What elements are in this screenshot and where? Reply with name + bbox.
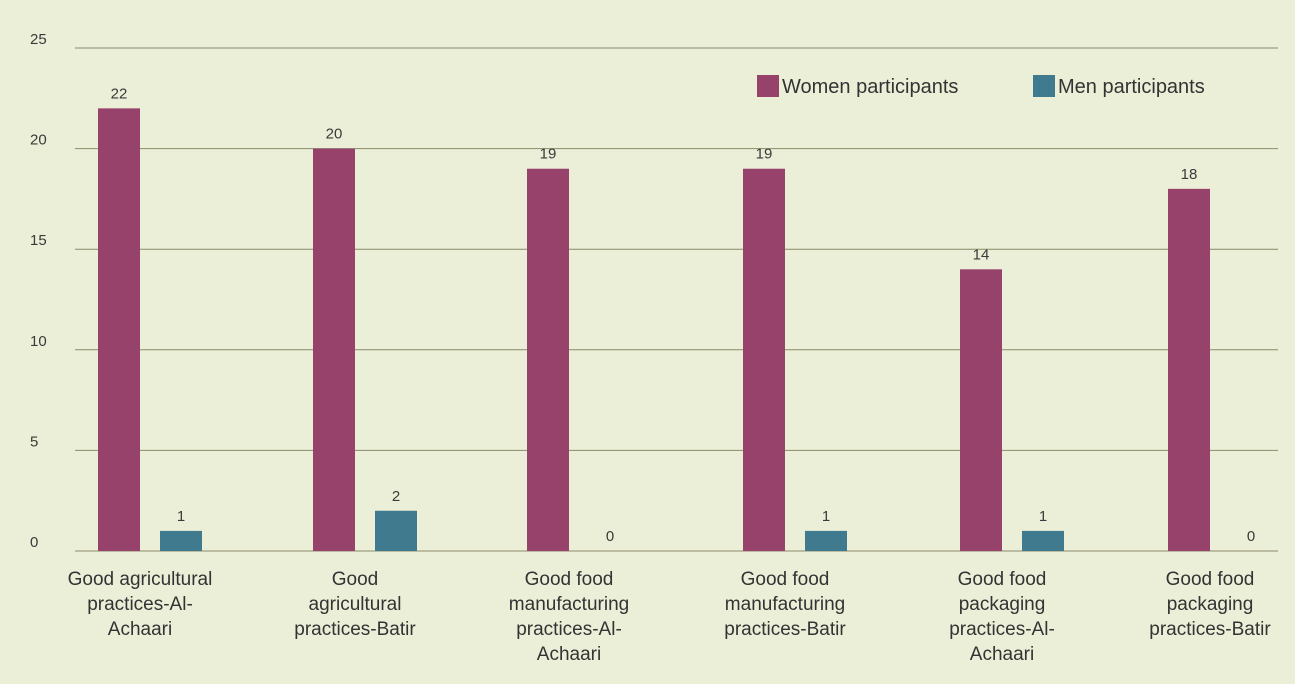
bars bbox=[98, 108, 1210, 552]
y-axis-tick-labels: 0 5 10 15 20 25 bbox=[30, 31, 47, 551]
legend-swatch-women bbox=[757, 75, 779, 97]
y-tick-label: 0 bbox=[30, 534, 38, 551]
y-tick-label: 10 bbox=[30, 333, 47, 350]
bar-men bbox=[375, 510, 417, 551]
bar-women bbox=[1168, 188, 1210, 551]
legend: Women participants Men participants bbox=[757, 75, 1205, 98]
bar-women bbox=[743, 168, 785, 551]
data-label: 1 bbox=[822, 508, 830, 525]
bar-women bbox=[313, 148, 355, 551]
gridlines bbox=[75, 47, 1278, 552]
data-label: 0 bbox=[1247, 528, 1255, 545]
x-category-label: Good agricultural practices-Batir bbox=[294, 569, 416, 640]
bar-men bbox=[805, 530, 847, 551]
bar-men bbox=[1022, 530, 1064, 551]
data-label: 18 bbox=[1181, 166, 1198, 183]
x-category-label: Good food packaging practices-Batir bbox=[1149, 569, 1271, 640]
x-category-label: Good agricultural practices-Al-Achaari bbox=[68, 569, 213, 640]
data-label: 14 bbox=[973, 246, 990, 263]
data-label: 1 bbox=[177, 508, 185, 525]
data-label: 19 bbox=[756, 146, 773, 163]
legend-swatch-men bbox=[1033, 75, 1055, 97]
y-tick-label: 15 bbox=[30, 232, 47, 249]
x-category-label: Good food manufacturing practices-Batir bbox=[724, 569, 846, 640]
y-tick-label: 20 bbox=[30, 132, 47, 149]
y-tick-label: 5 bbox=[30, 433, 38, 450]
x-axis-category-labels: Good agricultural practices-Al-Achaari Goo… bbox=[68, 569, 1272, 665]
data-label: 0 bbox=[606, 528, 614, 545]
data-label: 20 bbox=[326, 126, 343, 143]
data-label: 1 bbox=[1039, 508, 1047, 525]
data-label: 19 bbox=[540, 146, 557, 163]
bar-women bbox=[527, 168, 569, 551]
data-label: 2 bbox=[392, 488, 400, 505]
x-category-label: Good food manufacturing practices-Al-Achaa… bbox=[509, 569, 629, 665]
legend-label-men: Men participants bbox=[1058, 76, 1205, 98]
y-tick-label: 25 bbox=[30, 31, 47, 48]
data-label: 22 bbox=[111, 85, 128, 102]
bar-women bbox=[98, 108, 140, 552]
x-category-label: Good food packaging practices-Al-Achaari bbox=[949, 569, 1055, 665]
bar-men bbox=[160, 530, 202, 551]
legend-label-women: Women participants bbox=[782, 76, 958, 98]
bar-women bbox=[960, 269, 1002, 551]
